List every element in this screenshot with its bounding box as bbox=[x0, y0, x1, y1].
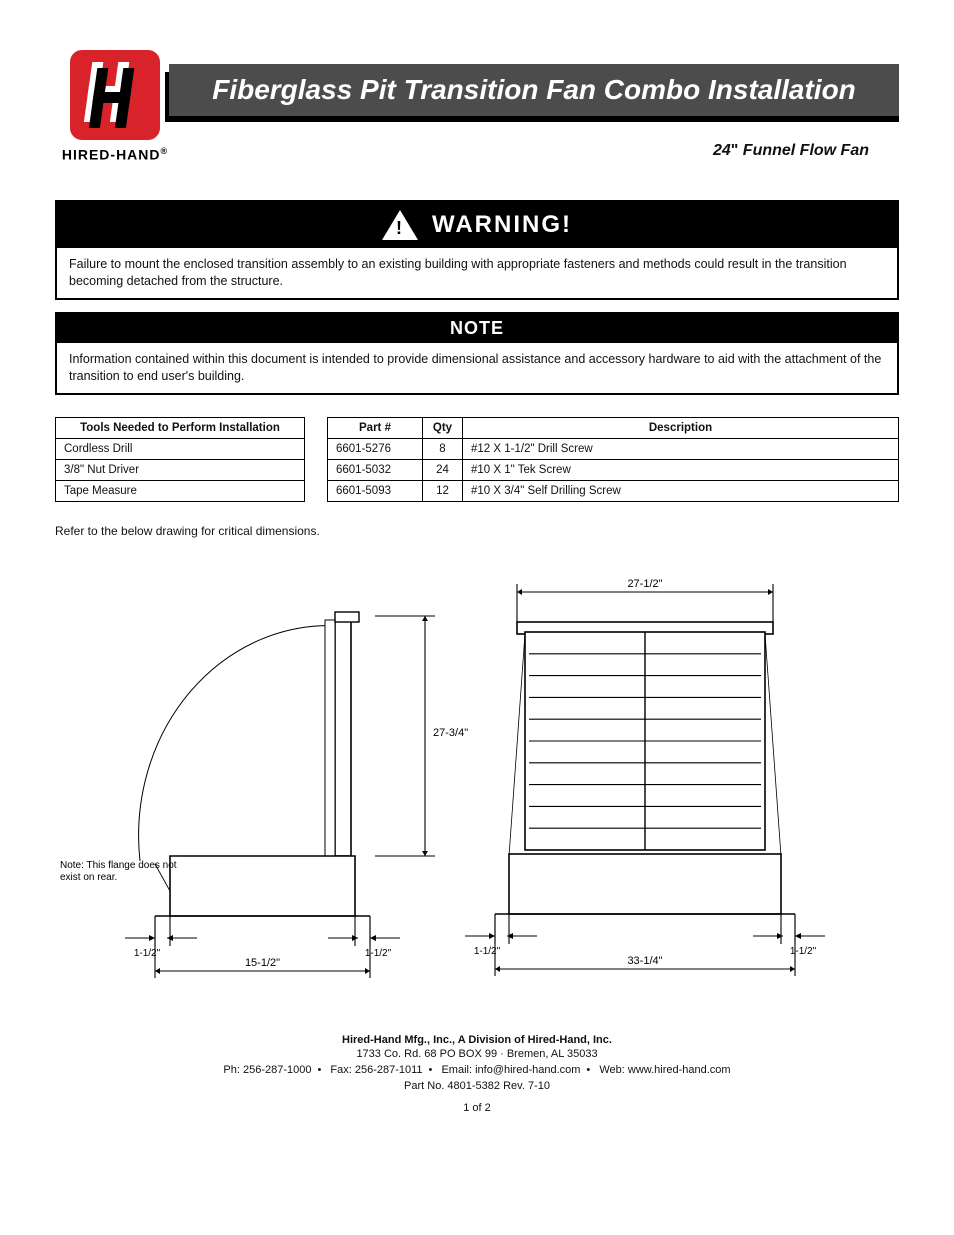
warning-box: WARNING! Failure to mount the enclosed t… bbox=[55, 200, 899, 300]
page-title: Fiberglass Pit Transition Fan Combo Inst… bbox=[169, 64, 899, 116]
footer-company: Hired-Hand Mfg., Inc., A Division of Hir… bbox=[55, 1034, 899, 1046]
tools-header: Tools Needed to Perform Installation bbox=[56, 417, 305, 438]
note-box: NOTE Information contained within this d… bbox=[55, 312, 899, 395]
tools-table: Tools Needed to Perform Installation Cor… bbox=[55, 417, 305, 502]
svg-text:27-1/2": 27-1/2" bbox=[627, 578, 662, 590]
warning-body: Failure to mount the enclosed transition… bbox=[57, 248, 897, 298]
svg-text:Note: This flange does not: Note: This flange does not bbox=[60, 860, 177, 871]
svg-text:33-1/4": 33-1/4" bbox=[627, 955, 662, 967]
header: HIRED-HAND® Fiberglass Pit Transition Fa… bbox=[55, 50, 899, 190]
svg-text:1-1/2": 1-1/2" bbox=[365, 948, 392, 959]
brand-name: HIRED-HAND® bbox=[55, 146, 175, 163]
svg-text:1-1/2": 1-1/2" bbox=[790, 946, 817, 957]
svg-text:exist on rear.: exist on rear. bbox=[60, 872, 117, 883]
warning-header: WARNING! bbox=[57, 202, 897, 248]
reference-note: Refer to the below drawing for critical … bbox=[55, 524, 899, 538]
warning-title: WARNING! bbox=[432, 211, 572, 239]
svg-text:1-1/2": 1-1/2" bbox=[134, 948, 161, 959]
note-header: NOTE bbox=[57, 314, 897, 343]
table-row: 6601-5032 24 #10 X 1" Tek Screw bbox=[328, 459, 899, 480]
subtitle: 24" Funnel Flow Fan bbox=[713, 142, 869, 160]
page-number: 1 of 2 bbox=[55, 1102, 899, 1114]
note-body: Information contained within this docume… bbox=[57, 343, 897, 393]
title-bar: Fiberglass Pit Transition Fan Combo Inst… bbox=[165, 64, 899, 124]
footer-contacts: Ph: 256-287-1000• Fax: 256-287-1011• Ema… bbox=[55, 1064, 899, 1076]
footer-address: 1733 Co. Rd. 68 PO BOX 99 · Bremen, AL 3… bbox=[55, 1048, 899, 1060]
parts-table: Part # Qty Description 6601-5276 8 #12 X… bbox=[327, 417, 899, 502]
footer-manual-no: Part No. 4801-5382 Rev. 7-10 bbox=[55, 1080, 899, 1092]
footer: Hired-Hand Mfg., Inc., A Division of Hir… bbox=[55, 1034, 899, 1092]
table-row: 6601-5276 8 #12 X 1-1/2" Drill Screw bbox=[328, 438, 899, 459]
svg-text:15-1/2": 15-1/2" bbox=[245, 957, 280, 969]
tools-row: 3/8" Nut Driver bbox=[56, 459, 305, 480]
svg-text:1-1/2": 1-1/2" bbox=[474, 946, 501, 957]
parts-col-qty: Qty bbox=[423, 417, 463, 438]
parts-col-part: Part # bbox=[328, 417, 423, 438]
tools-row: Cordless Drill bbox=[56, 438, 305, 459]
dimension-diagram: 27-3/4" Note: This flange does notexist o… bbox=[55, 546, 899, 1016]
logo-icon bbox=[70, 50, 160, 140]
parts-col-desc: Description bbox=[463, 417, 899, 438]
table-row: 6601-5093 12 #10 X 3/4" Self Drilling Sc… bbox=[328, 480, 899, 501]
svg-text:27-3/4": 27-3/4" bbox=[433, 727, 468, 739]
tools-row: Tape Measure bbox=[56, 480, 305, 501]
warning-triangle-icon bbox=[382, 210, 418, 240]
logo-block: HIRED-HAND® bbox=[55, 50, 175, 163]
